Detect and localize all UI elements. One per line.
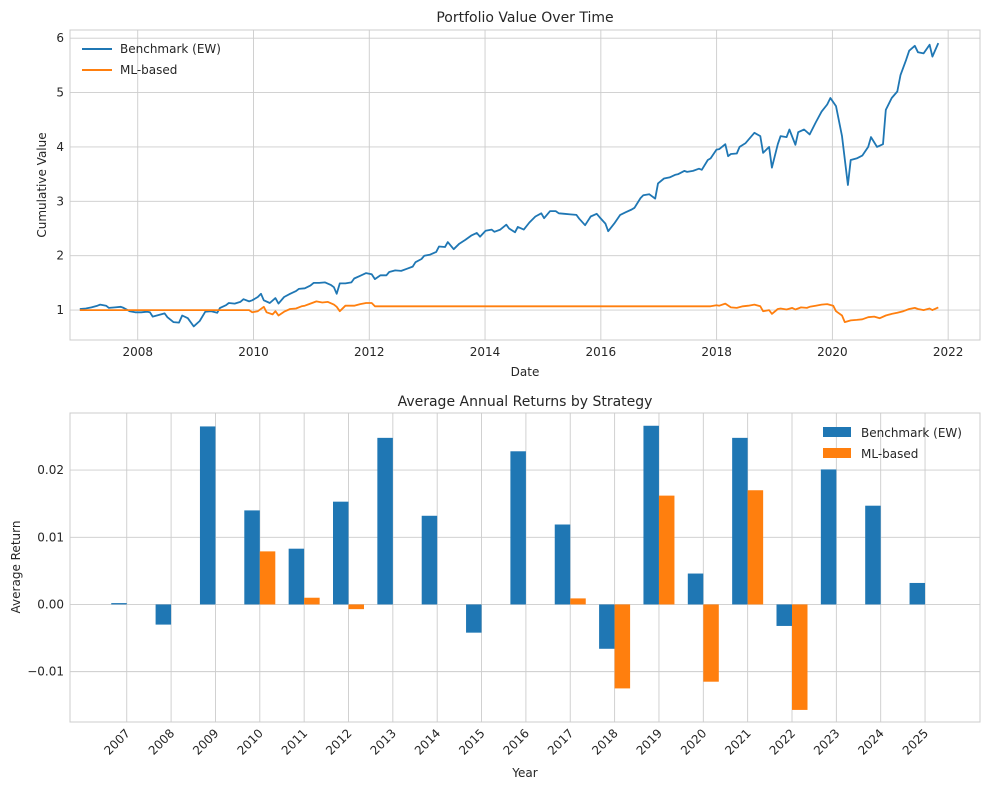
legend-label-ml-bar: ML-based: [861, 447, 918, 461]
benchmark-bar-2018: [599, 604, 615, 649]
bar-chart-panel: Average Annual Returns by Strategy 2007 2…: [9, 394, 981, 780]
bar-chart-frame: [69, 412, 981, 723]
bar-chart-x-tick-label: 2008: [146, 726, 177, 757]
bar-chart-x-tick-label: 2016: [501, 726, 532, 757]
bar-chart-y-tick-label: 0.01: [37, 530, 64, 544]
line-chart-y-tick-label: 3: [56, 194, 64, 208]
bar-chart-bars: [111, 425, 926, 710]
benchmark-bar-2010: [244, 510, 260, 605]
bar-chart-y-ticks: −0.01 0.00 0.01 0.02: [27, 463, 64, 679]
line-chart-x-tick-label: 2014: [470, 345, 501, 359]
benchmark-bar-2017: [554, 524, 571, 605]
bar-chart-x-tick-label: 2015: [456, 726, 487, 757]
benchmark-bar-2025: [909, 582, 926, 605]
bar-chart-y-tick-label: −0.01: [27, 665, 64, 679]
bar-chart-x-tick-label: 2023: [811, 726, 842, 757]
ml-based-bar-2020: [703, 604, 719, 682]
line-chart-legend: Benchmark (EW) ML-based: [82, 42, 221, 77]
benchmark-bar-2020: [687, 573, 704, 605]
bar-chart-x-tick-label: 2009: [190, 726, 221, 757]
bar-chart-x-ticks: 2007 2008 2009 2010 2011 2012 2013 2014 2015 2016…: [101, 726, 931, 757]
line-chart-y-ticks: 1 2 3 4 5 6: [56, 31, 64, 317]
line-chart-x-tick-label: 2020: [817, 345, 848, 359]
bar-chart-x-tick-label: 2017: [545, 726, 576, 757]
benchmark-bar-2022: [776, 604, 792, 626]
line-chart-x-tick-label: 2018: [701, 345, 732, 359]
legend-label-benchmark-bar: Benchmark (EW): [861, 426, 962, 440]
bar-chart-x-tick-label: 2012: [323, 726, 354, 757]
line-chart-y-tick-label: 6: [56, 31, 64, 45]
line-chart-x-ticks: 2008 2010 2012 2014 2016 2018 2020 2022: [122, 345, 963, 359]
line-chart-x-label: Date: [511, 365, 540, 379]
benchmark-bar-2008: [155, 604, 172, 625]
bar-chart-x-tick-label: 2020: [678, 726, 709, 757]
line-chart-x-tick-label: 2008: [122, 345, 153, 359]
line-chart-x-tick-label: 2022: [933, 345, 964, 359]
bar-chart-x-tick-label: 2022: [767, 726, 798, 757]
bar-chart-x-tick-label: 2021: [722, 726, 753, 757]
benchmark-bar-2012: [333, 501, 349, 605]
bar-chart-x-tick-label: 2013: [367, 726, 398, 757]
ml-based-bar-2018: [614, 604, 631, 689]
bar-chart-y-tick-label: 0.02: [37, 463, 64, 477]
ml-based-bar-2019: [658, 495, 675, 605]
legend-label-ml: ML-based: [120, 63, 177, 77]
line-chart-x-tick-label: 2010: [238, 345, 269, 359]
bar-chart-legend: Benchmark (EW) ML-based: [823, 426, 962, 461]
line-chart-frame: [69, 29, 981, 341]
benchmark-bar-2015: [466, 604, 482, 633]
ml-based-bar-2010: [259, 551, 276, 605]
line-chart-grid: [70, 30, 980, 340]
legend-swatch-benchmark-bar: [823, 427, 851, 437]
legend-swatch-ml-bar: [823, 448, 851, 458]
line-chart-x-tick-label: 2016: [586, 345, 617, 359]
line-chart-x-tick-label: 2012: [354, 345, 385, 359]
benchmark-bar-2023: [820, 469, 837, 605]
bar-chart-x-tick-label: 2025: [900, 726, 931, 757]
bar-chart-title: Average Annual Returns by Strategy: [398, 394, 653, 410]
ml-based-bar-2017: [570, 598, 586, 605]
line-chart-y-tick-label: 2: [56, 249, 64, 263]
benchmark-bar-2011: [288, 548, 305, 605]
bar-chart-x-tick-label: 2019: [634, 726, 665, 757]
benchmark-bar-2007: [111, 603, 127, 605]
line-chart-y-label: Cumulative Value: [35, 132, 49, 237]
benchmark-bar-2024: [865, 505, 881, 605]
benchmark-line: [79, 42, 940, 328]
line-chart-y-tick-label: 4: [56, 140, 64, 154]
ml-based-bar-2021: [747, 490, 764, 605]
bar-chart-y-label: Average Return: [9, 521, 23, 614]
ml-based-bar-2022: [792, 604, 808, 710]
bar-chart-x-label: Year: [511, 766, 537, 780]
bar-chart-x-tick-label: 2011: [279, 726, 310, 757]
ml-based-bar-2012: [348, 604, 364, 610]
benchmark-bar-2009: [199, 426, 216, 605]
legend-label-benchmark: Benchmark (EW): [120, 42, 221, 56]
bar-chart-x-tick-label: 2010: [234, 726, 265, 757]
ml-based-line: [79, 300, 939, 323]
line-chart-y-tick-label: 1: [56, 303, 64, 317]
line-chart-y-tick-label: 5: [56, 86, 64, 100]
bar-chart-x-tick-label: 2007: [101, 726, 132, 757]
ml-based-bar-2011: [304, 597, 320, 605]
line-chart-panel: Portfolio Value Over Time 2008 2010 2012 20…: [35, 10, 981, 379]
benchmark-bar-2019: [643, 425, 659, 605]
bar-chart-x-tick-label: 2024: [855, 726, 886, 757]
benchmark-bar-2013: [377, 437, 393, 605]
bar-chart-x-tick-label: 2018: [589, 726, 620, 757]
bar-chart-x-tick-label: 2014: [412, 726, 443, 757]
bar-chart-y-tick-label: 0.00: [37, 597, 64, 611]
line-chart-series: [79, 42, 940, 328]
line-chart-title: Portfolio Value Over Time: [436, 10, 613, 26]
benchmark-bar-2014: [421, 515, 438, 605]
benchmark-bar-2016: [510, 451, 526, 605]
benchmark-bar-2021: [732, 437, 748, 605]
